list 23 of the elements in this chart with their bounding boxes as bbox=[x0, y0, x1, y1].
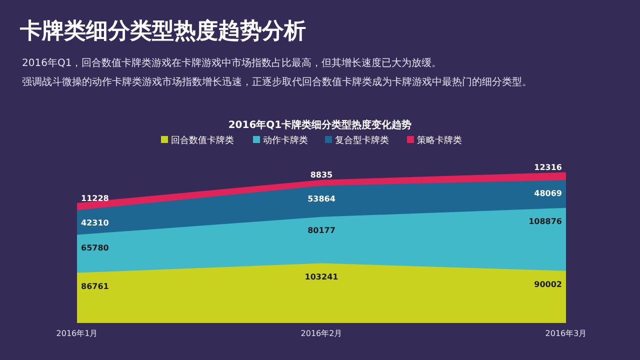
data-label: 65780 bbox=[81, 244, 110, 253]
chart-subtitle: 2016年Q1卡牌类细分类型热度变化趋势 bbox=[228, 119, 412, 131]
legend-label: 复合型卡牌类 bbox=[335, 135, 389, 146]
data-label: 42310 bbox=[81, 218, 110, 228]
text: 强调战斗微操的动作卡牌类游戏市场指数增长迅速，正逐步取代回合数值卡牌类成为卡牌游戏中最热门的细分类型。 bbox=[22, 76, 532, 88]
legend-label: 动作卡牌类 bbox=[263, 135, 308, 146]
x-tick-label: 2016年2月 bbox=[300, 329, 342, 338]
data-label: 103241 bbox=[304, 272, 339, 282]
data-label: 48069 bbox=[534, 189, 562, 198]
data-label: 108876 bbox=[528, 216, 562, 226]
data-label: 90002 bbox=[534, 280, 562, 289]
data-label: 80177 bbox=[308, 226, 336, 235]
legend-label: 策略卡牌类 bbox=[417, 135, 462, 146]
chart-title: 卡牌类细分类型热度趋势分析 bbox=[19, 18, 306, 44]
text: 2016年Q1，回合数值卡牌类游戏在卡牌游戏中市场指数占比最高，但其增长速度已大为放缓。 bbox=[22, 57, 442, 69]
data-label: 12316 bbox=[534, 163, 562, 172]
data-label: 53864 bbox=[308, 194, 336, 204]
data-label: 8835 bbox=[310, 170, 334, 180]
data-label: 11228 bbox=[81, 194, 110, 203]
legend-label: 回合数值卡牌类 bbox=[171, 135, 234, 146]
x-tick-label: 2016年1月 bbox=[56, 329, 98, 338]
x-tick-label: 2016年3月 bbox=[545, 329, 587, 338]
data-label: 86761 bbox=[81, 282, 110, 291]
